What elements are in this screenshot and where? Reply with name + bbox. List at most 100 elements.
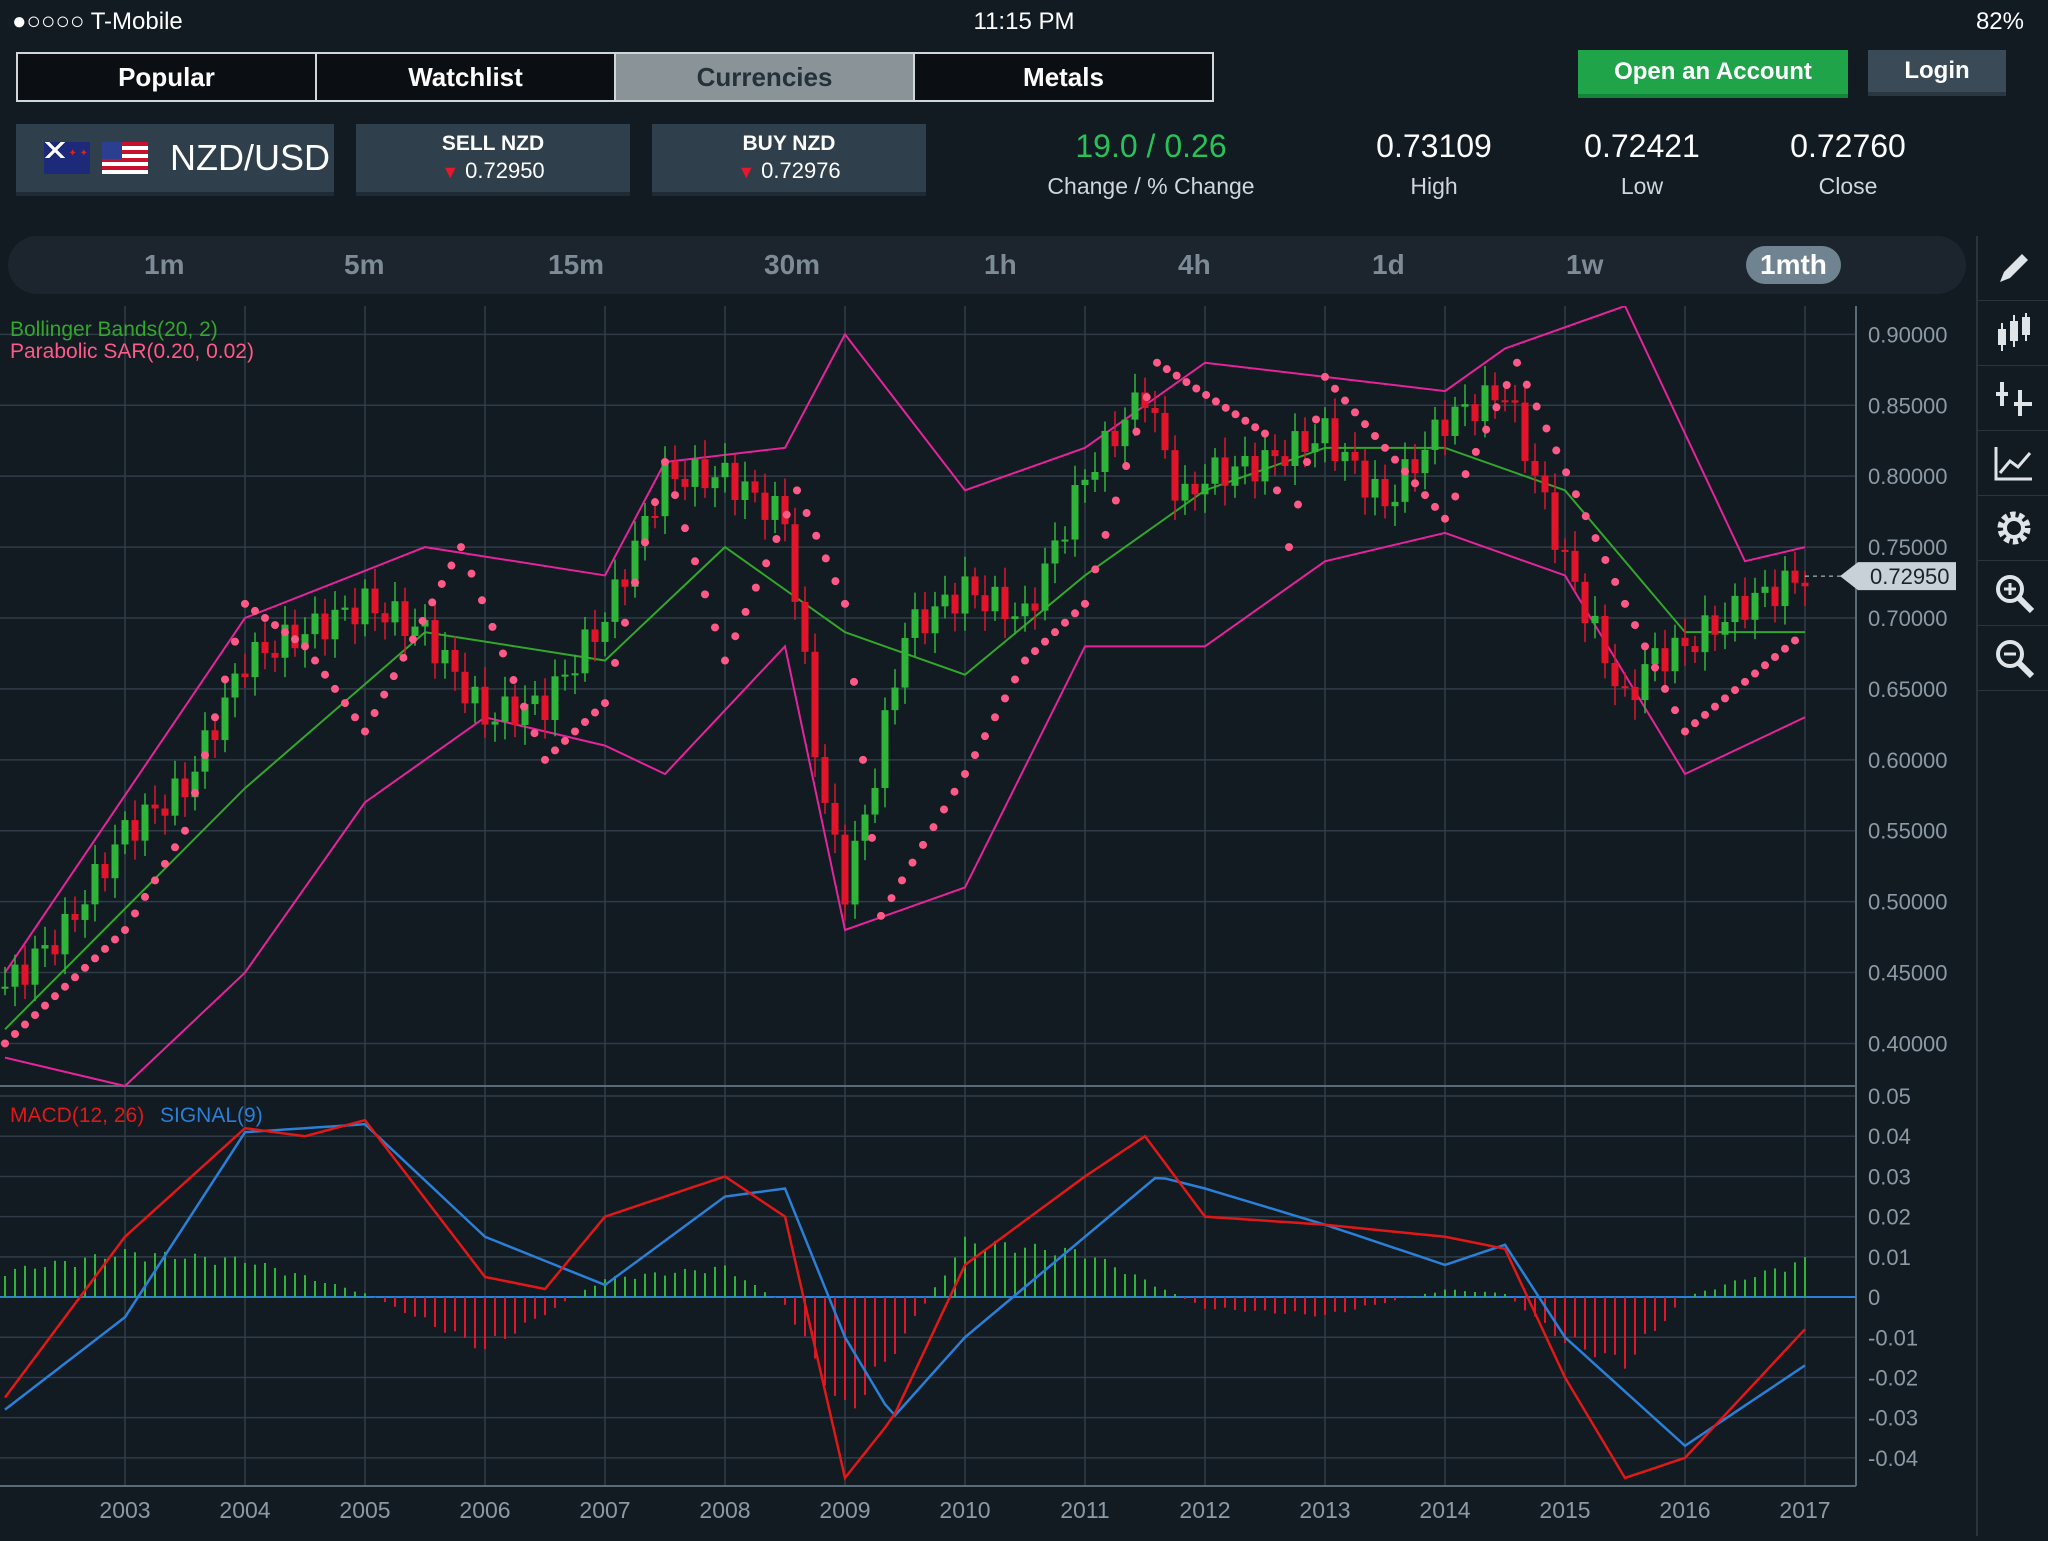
sar-dot [488,622,497,631]
login-button[interactable]: Login [1868,50,2006,96]
timeframe-1mth[interactable]: 1mth [1746,246,1841,284]
candle-body [601,621,609,642]
candle-body [1631,686,1639,701]
tab-popular[interactable]: Popular [18,54,317,100]
candle-body [1041,563,1049,611]
sar-dot [1562,468,1571,477]
candle-body [841,834,849,905]
candle-body [111,844,119,879]
timeframe-15m[interactable]: 15m [548,249,605,280]
indicator-icon [1996,382,2032,416]
macd-tick-label: 0.05 [1868,1084,1911,1109]
candle-body [1251,455,1259,482]
candle-body [1541,475,1549,493]
candle-body [31,948,39,985]
sar-dot [877,911,885,920]
x-tick-label: 2008 [699,1497,750,1523]
macd-tick-label: -0.01 [1868,1325,1918,1350]
change-stat: 19.0 / 0.26 Change / % Change [1036,128,1266,200]
candle-body [1801,582,1809,587]
sar-dot [1681,727,1689,736]
candle-body [571,673,579,676]
down-arrow-icon: ▼ [441,162,460,182]
x-tick-label: 2013 [1299,1497,1350,1523]
candle-body [1441,419,1449,436]
timeframe-30m[interactable]: 30m [764,249,821,280]
candle-body [1401,459,1409,502]
x-tick-label: 2005 [339,1497,390,1523]
candle-body [751,481,759,493]
pencil-icon [2000,254,2028,282]
carrier-label: ●○○○○ T-Mobile [12,8,183,35]
candle-body [681,478,689,487]
macd-tick-label: 0.04 [1868,1124,1911,1149]
timeframe-1w[interactable]: 1w [1566,249,1604,280]
sar-dot [711,623,719,632]
candle-body [1481,385,1489,422]
open-account-button[interactable]: Open an Account [1578,50,1848,98]
timeframe-4h[interactable]: 4h [1178,249,1211,280]
tab-metals[interactable]: Metals [915,54,1212,100]
low-label: Low [1620,173,1664,199]
candle-body [191,771,199,798]
zoom-in-button[interactable] [1978,561,2048,626]
sar-dot [1321,372,1329,381]
chart-type-button[interactable] [1978,301,2048,366]
candle-body [301,634,309,649]
candle-body [1151,407,1159,413]
timeframe-5m[interactable]: 5m [344,249,385,280]
sar-dot [51,992,59,1001]
candle-body [871,787,879,815]
sar-dot [1741,677,1749,686]
sar-dot [1041,637,1049,646]
sar-dot [1031,647,1039,656]
candle-body [1121,419,1129,447]
timeframe-1h[interactable]: 1h [984,249,1017,280]
candle-body [381,613,389,623]
candle-body [1361,460,1369,498]
sar-dot [509,676,518,685]
sar-dot [221,675,229,684]
sar-dot [1791,636,1799,645]
candle-body [1571,550,1579,582]
tab-watchlist[interactable]: Watchlist [317,54,616,100]
settings-button[interactable] [1978,496,2048,561]
sar-dot [1211,397,1220,406]
candle-body [451,649,459,672]
sar-dot [1091,565,1100,574]
sar-dot [1661,684,1669,693]
tab-currencies[interactable]: Currencies [616,54,915,100]
sar-dot [1721,694,1729,703]
price-chart[interactable]: Bollinger Bands(20, 2) Parabolic SAR(0.2… [0,304,1976,1536]
buy-button[interactable]: BUY NZD ▼ 0.72976 [652,124,926,196]
sar-dot [11,1030,19,1038]
sar-dot [1202,390,1211,399]
sell-button[interactable]: SELL NZD ▼ 0.72950 [356,124,630,196]
chart-area[interactable]: Bollinger Bands(20, 2) Parabolic SAR(0.2… [0,304,1976,1536]
sar-dot [1421,491,1429,500]
draw-tool-button[interactable] [1978,236,2048,301]
candle-body [1591,615,1599,624]
sar-dot [591,708,599,717]
zoom-out-button[interactable] [1978,626,2048,691]
candle-body [221,697,229,741]
indicator-button[interactable] [1978,366,2048,431]
line-chart-button[interactable] [1978,431,2048,496]
candle-body [1411,459,1419,474]
sar-dot [772,534,781,543]
sar-dot [1111,496,1120,505]
macd-legend: MACD(12, 26) [10,1104,144,1127]
candle-body [211,730,219,741]
candlestick-icon [1998,313,2030,351]
instrument-selector[interactable]: NZD/USD [16,124,334,196]
sar-dot [1122,462,1131,471]
candle-body [1191,483,1199,495]
timeframe-1d[interactable]: 1d [1372,249,1405,280]
candle-body [731,462,739,501]
x-tick-label: 2011 [1060,1497,1109,1523]
price-tag [1840,562,1956,591]
candle-body [1621,686,1629,689]
close-label: Close [1818,173,1878,199]
sar-dot [447,561,456,570]
timeframe-1m[interactable]: 1m [144,249,185,280]
